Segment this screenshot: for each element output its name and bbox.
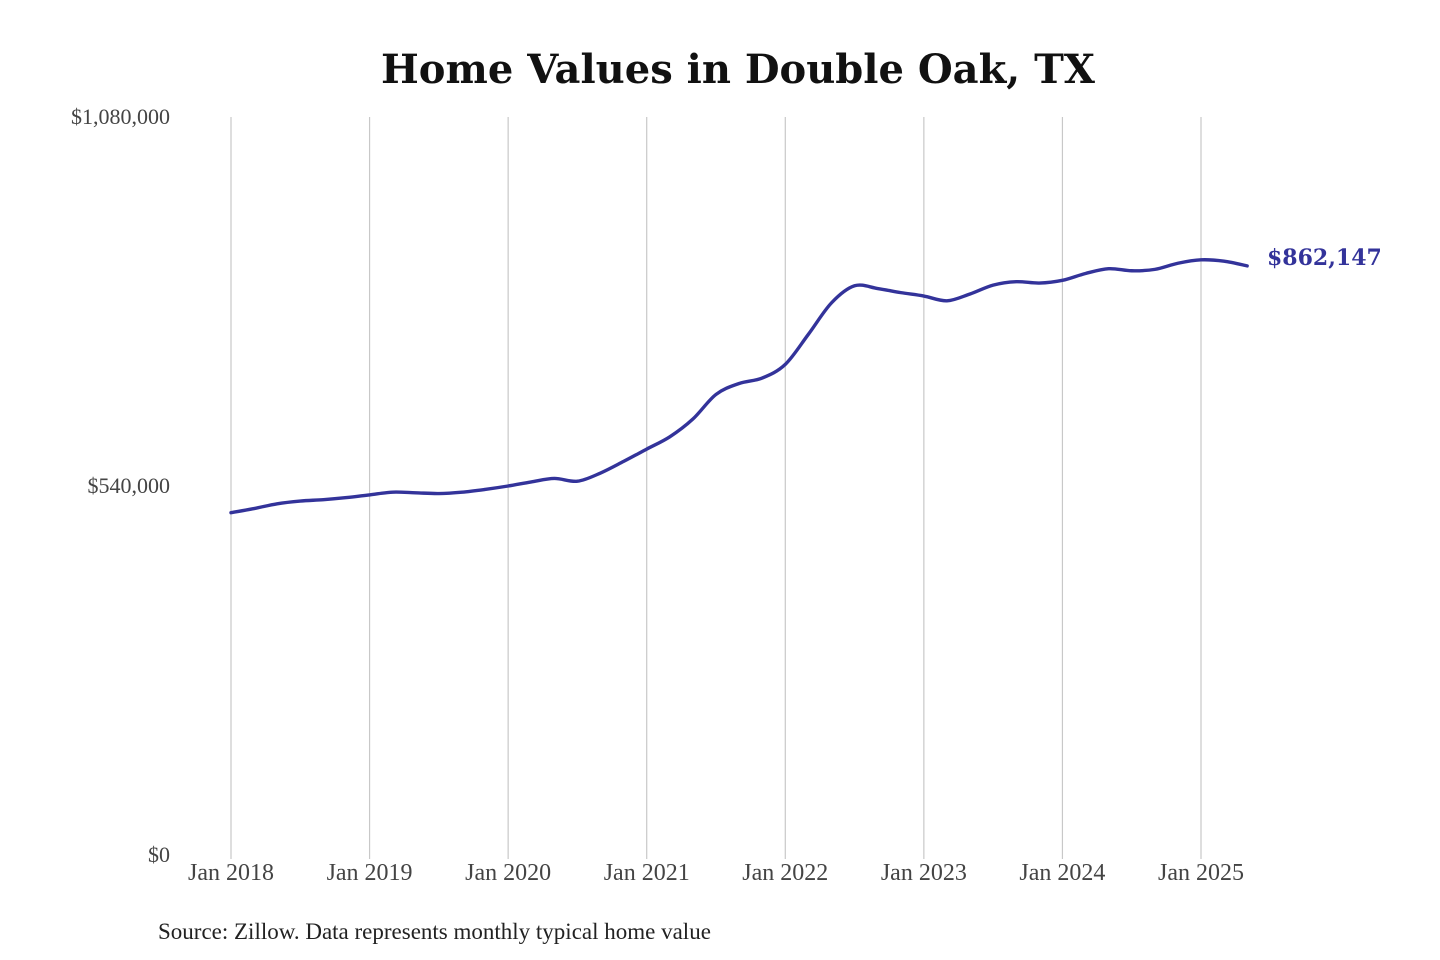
y-tick-label: $540,000 — [88, 473, 171, 498]
x-tick-label: Jan 2019 — [327, 860, 413, 886]
source-note: Source: Zillow. Data represents monthly … — [158, 919, 711, 944]
y-axis-ticks: $0 $540,000 $1,080,000 — [71, 104, 170, 867]
vertical-gridlines — [230, 117, 1202, 859]
x-tick-label: Jan 2025 — [1158, 860, 1244, 886]
x-tick-label: Jan 2018 — [188, 860, 274, 886]
x-tick-label: Jan 2020 — [465, 860, 551, 886]
y-tick-label: $0 — [148, 842, 170, 867]
x-tick-label: Jan 2023 — [881, 860, 967, 886]
x-axis-ticks: Jan 2018 Jan 2019 Jan 2020 Jan 2021 Jan 2022… — [188, 860, 1244, 886]
home-value-line — [229, 258, 1249, 515]
x-tick-label: Jan 2024 — [1019, 860, 1105, 886]
chart-title: Home Values in Double Oak, TX — [381, 46, 1095, 93]
latest-value-label: $862,147 — [1267, 245, 1382, 271]
y-tick-label: $1,080,000 — [71, 104, 170, 129]
x-tick-label: Jan 2022 — [742, 860, 828, 886]
x-tick-label: Jan 2021 — [604, 860, 690, 886]
